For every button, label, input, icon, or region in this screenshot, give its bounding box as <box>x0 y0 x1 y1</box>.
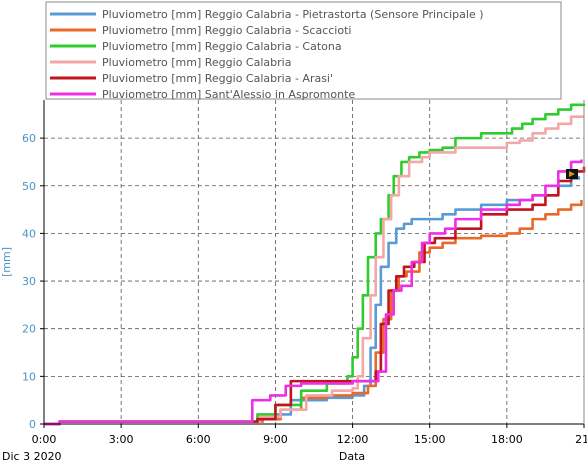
y-tick-label: 60 <box>22 132 36 145</box>
y-tick-label: 40 <box>22 227 36 240</box>
legend: Pluviometro [mm] Reggio Calabria - Pietr… <box>50 8 484 101</box>
y-axis-ticks: 0 10 20 30 40 50 60 <box>22 132 44 431</box>
x-tick-label: 12:00 <box>337 433 369 446</box>
legend-entry-1[interactable]: Pluviometro [mm] Reggio Calabria - Pietr… <box>102 8 484 21</box>
date-label: Dic 3 2020 <box>2 450 62 463</box>
series-line-3 <box>44 103 586 426</box>
series-line-2 <box>44 200 583 426</box>
x-tick-label: 21: <box>575 433 587 446</box>
legend-entry-6[interactable]: Pluviometro [mm] Sant'Alessio in Aspromo… <box>102 88 355 101</box>
cursor-marker-arrow-icon <box>569 171 575 177</box>
plot-area <box>44 100 584 423</box>
x-tick-label: 15:00 <box>414 433 446 446</box>
series-line-6 <box>44 159 583 426</box>
series-line-1 <box>44 176 581 426</box>
x-tick-label: 6:00 <box>186 433 211 446</box>
y-tick-label: 0 <box>29 418 36 431</box>
series-line-4 <box>44 115 584 426</box>
legend-entry-2[interactable]: Pluviometro [mm] Reggio Calabria - Scacc… <box>102 24 351 37</box>
x-tick-label: 18:00 <box>491 433 523 446</box>
y-axis-label: [mm] <box>0 247 13 277</box>
y-tick-label: 50 <box>22 180 36 193</box>
legend-box <box>45 1 562 100</box>
y-tick-label: 20 <box>22 323 36 336</box>
x-axis-label: Data <box>339 450 365 463</box>
x-tick-label: 9:00 <box>263 433 288 446</box>
x-axis-ticks: 0:00 3:00 6:00 9:00 12:00 15:00 18:00 21: <box>32 424 587 446</box>
series-line-5 <box>44 166 586 426</box>
legend-entry-5[interactable]: Pluviometro [mm] Reggio Calabria - Arasi… <box>102 72 333 85</box>
x-tick-label: 3:00 <box>109 433 134 446</box>
y-tick-label: 30 <box>22 275 36 288</box>
y-tick-label: 10 <box>22 370 36 383</box>
series-lines <box>44 103 586 426</box>
x-tick-label: 0:00 <box>32 433 57 446</box>
legend-entry-3[interactable]: Pluviometro [mm] Reggio Calabria - Caton… <box>102 40 342 53</box>
legend-entry-4[interactable]: Pluviometro [mm] Reggio Calabria <box>102 56 291 69</box>
